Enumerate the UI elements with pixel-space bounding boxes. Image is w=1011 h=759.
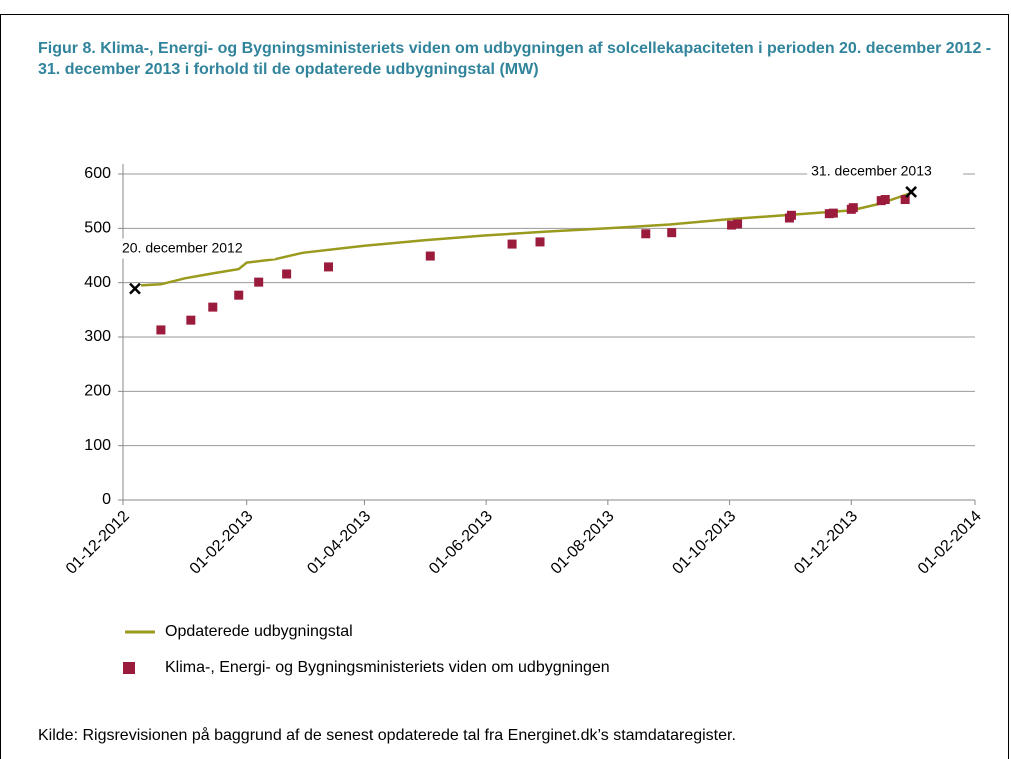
legend-label: Opdaterede udbygningstal (165, 623, 353, 640)
point (234, 290, 244, 300)
point (507, 239, 517, 249)
chart-title: Figur 8. Klima-, Energi- og Bygningsmini… (38, 40, 992, 78)
y-tick-label: 200 (84, 383, 111, 400)
point (254, 277, 264, 287)
point (186, 315, 196, 325)
point (786, 210, 796, 220)
y-tick-label: 600 (84, 165, 111, 182)
point (733, 219, 743, 229)
point (282, 269, 292, 279)
point (324, 262, 334, 272)
point (425, 251, 435, 261)
x-tick-label: 01-06-2013 (426, 508, 496, 578)
x-tick-label: 01-02-2013 (187, 508, 257, 578)
point (641, 229, 651, 239)
point (208, 302, 218, 312)
annotation-marker (129, 282, 141, 295)
x-tick-label: 01-12-2013 (791, 508, 861, 578)
y-tick-label: 0 (102, 491, 111, 508)
point (828, 208, 838, 218)
legend-swatch (123, 662, 135, 674)
x-tick-label: 01-04-2013 (304, 508, 374, 578)
y-tick-label: 400 (84, 274, 111, 291)
frame (0, 14, 1009, 759)
point (667, 228, 677, 238)
legend-label: Klima-, Energi- og Bygningsministeriets … (165, 659, 610, 676)
point (535, 237, 545, 247)
x-tick-label: 01-02-2014 (915, 508, 985, 578)
x-tick-label: 01-12-2012 (63, 508, 133, 578)
point (727, 220, 737, 230)
annotation-marker (905, 186, 918, 198)
x-tick-label: 01-10-2013 (669, 508, 739, 578)
x-tick-label: 01-08-2013 (548, 508, 618, 578)
point (880, 195, 890, 205)
annotation-bg (118, 238, 275, 259)
y-tick-label: 500 (84, 220, 111, 237)
point (848, 203, 858, 213)
y-tick-label: 100 (84, 437, 111, 454)
point (900, 195, 910, 205)
point (156, 325, 166, 335)
annotation-bg (807, 161, 964, 182)
y-tick-label: 300 (84, 328, 111, 345)
annotation: 20. december 2012 (122, 239, 243, 255)
annotation: 31. december 2013 (811, 163, 932, 179)
source: Kilde: Rigsrevisionen på baggrund af de … (38, 726, 736, 744)
